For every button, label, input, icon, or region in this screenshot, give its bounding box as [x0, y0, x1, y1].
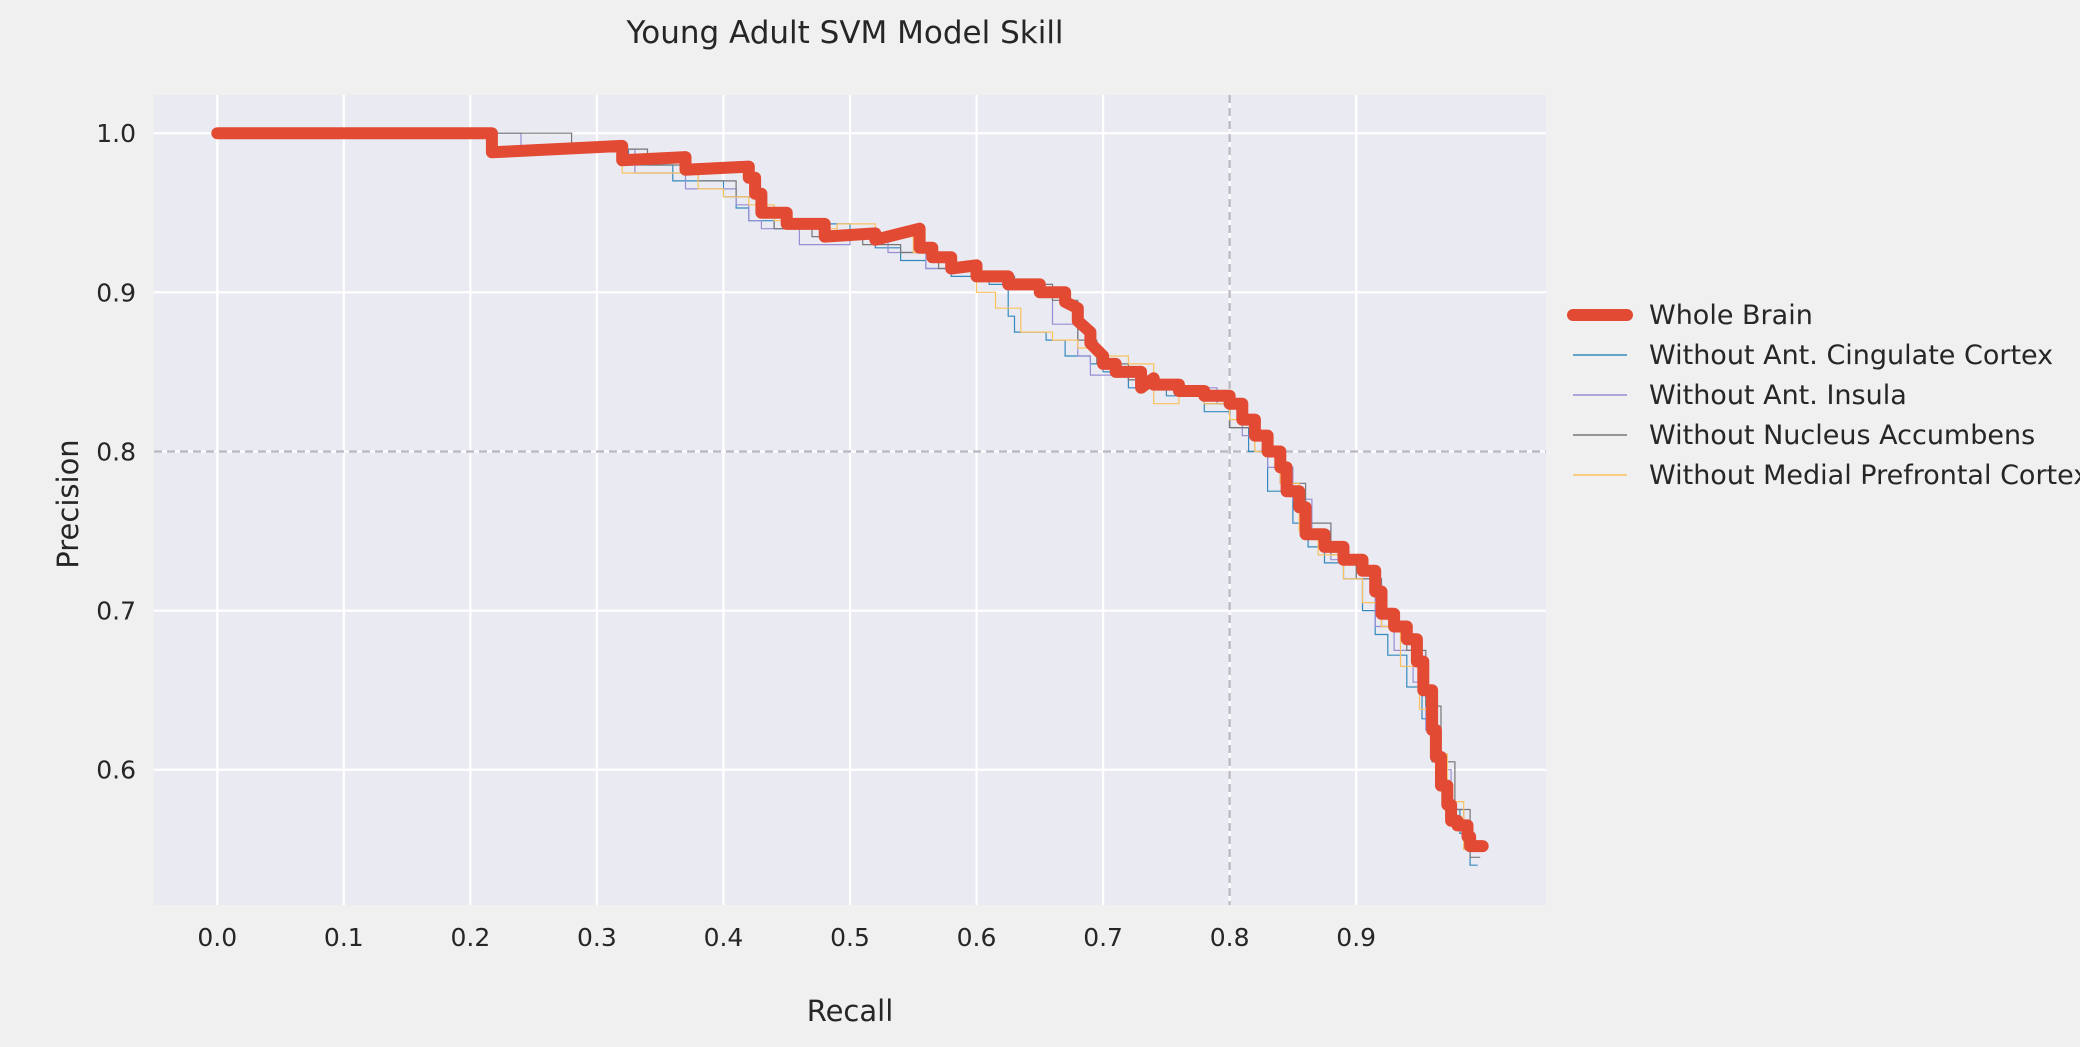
x-tick-label: 0.0 — [197, 923, 237, 952]
x-tick-labels: 0.0 0.1 0.2 0.3 0.4 0.5 0.6 0.7 0.8 0.9 — [197, 923, 1376, 952]
x-axis-label: Recall — [807, 994, 894, 1028]
x-tick-label: 0.2 — [450, 923, 490, 952]
y-tick-labels: 0.6 0.7 0.8 0.9 1.0 — [96, 119, 136, 785]
x-tick-label: 0.7 — [1083, 923, 1123, 952]
x-tick-label: 0.5 — [830, 923, 870, 952]
y-tick-label: 0.8 — [96, 437, 136, 466]
x-tick-label: 0.6 — [957, 923, 997, 952]
legend-label-without-medial-prefrontal-cortex: Without Medial Prefrontal Cortex — [1649, 460, 2080, 491]
x-tick-label: 0.8 — [1210, 923, 1250, 952]
y-tick-label: 0.9 — [96, 278, 136, 307]
y-tick-label: 1.0 — [96, 119, 136, 148]
legend-label-without-nucleus-accumbens: Without Nucleus Accumbens — [1649, 420, 2035, 451]
legend-label-without-ant-insula: Without Ant. Insula — [1649, 380, 1907, 411]
series-line-whole-brain — [211, 127, 1489, 853]
legend: Whole Brain Without Ant. Cingulate Cortex… — [1567, 300, 2080, 491]
y-tick-label: 0.6 — [96, 756, 136, 785]
series-line-without-ant-insula — [217, 132, 1477, 850]
y-axis-label: Precision — [51, 439, 85, 568]
reference-lines — [154, 95, 1546, 905]
legend-label-whole-brain: Whole Brain — [1649, 300, 1813, 331]
series-layer — [211, 127, 1489, 866]
chart-title: Young Adult SVM Model Skill — [625, 15, 1063, 51]
x-tick-label: 0.3 — [577, 923, 617, 952]
y-tick-label: 0.7 — [96, 597, 136, 626]
legend-label-without-ant-cingulate-cortex: Without Ant. Cingulate Cortex — [1649, 340, 2053, 371]
x-tick-label: 0.9 — [1336, 923, 1376, 952]
x-tick-label: 0.1 — [324, 923, 364, 952]
x-tick-label: 0.4 — [704, 923, 744, 952]
